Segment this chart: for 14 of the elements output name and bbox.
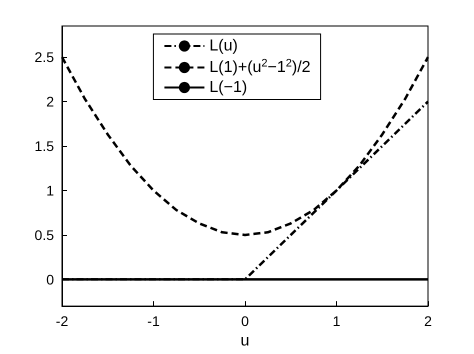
y-tick-label: 2.5 (34, 49, 54, 66)
x-tick-label: -1 (147, 313, 160, 330)
y-tick-label: 2 (46, 94, 54, 110)
legend-label: L(u) (209, 38, 238, 54)
x-axis-title: u (240, 332, 250, 350)
y-tick-label: 0.5 (34, 226, 54, 243)
y-tick-label: 0 (46, 271, 54, 288)
x-tick-label: 0 (241, 313, 250, 330)
x-tick-label: 1 (332, 313, 341, 330)
legend-label: L(−1) (209, 79, 248, 96)
x-tick-label: 2 (424, 313, 432, 330)
y-tick-label: 1 (46, 182, 54, 199)
x-tick-label: -2 (56, 313, 68, 330)
y-tick-label: 1.5 (34, 138, 54, 154)
